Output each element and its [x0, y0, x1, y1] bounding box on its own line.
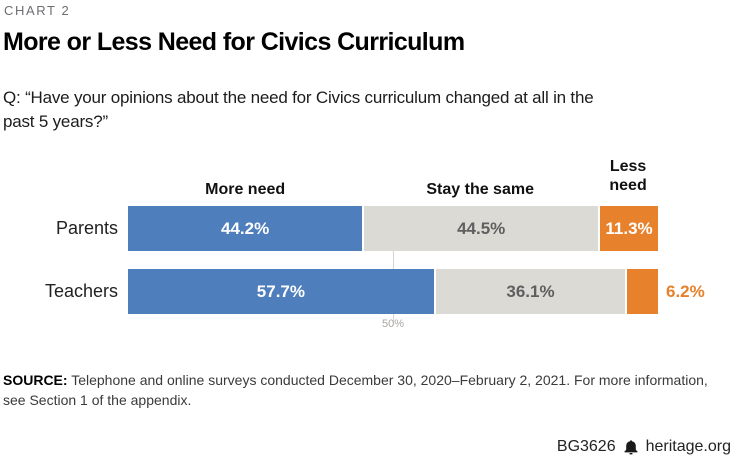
gridline-50 — [393, 206, 394, 322]
footer-report-id: BG3626 — [556, 438, 616, 455]
question-line-1: Q: “Have your opinions about the need fo… — [3, 88, 594, 107]
row-label-parents: Parents — [55, 218, 118, 238]
tick-label-50: 50% — [381, 318, 405, 330]
source-label: SOURCE: — [3, 372, 68, 388]
source-text-line2: see Section 1 of the appendix. — [3, 392, 192, 408]
liberty-bell-icon — [623, 440, 639, 455]
bar-segment-parents-more-need: 44.2% — [128, 206, 363, 251]
bar-segment-teachers-stay-the-same: 36.1% — [433, 269, 626, 314]
source-text-line1: Telephone and online surveys conducted D… — [71, 372, 708, 388]
row-label-teachers: Teachers — [44, 281, 118, 301]
value-label-teachers-less-need: 6.2% — [666, 282, 705, 301]
footer: BG3626 heritage.org — [557, 438, 731, 456]
bar-segment-teachers-less-need — [625, 269, 658, 314]
column-header-less-need: Less need — [609, 158, 647, 194]
footer-site: heritage.org — [645, 438, 731, 455]
chart-number-label: CHART 2 — [4, 3, 71, 18]
bar-row-teachers: 57.7% 36.1% — [128, 269, 658, 314]
bar-segment-parents-less-need: 11.3% — [598, 206, 658, 251]
bar-segment-teachers-more-need: 57.7% — [128, 269, 434, 314]
question-line-2: past 5 years?” — [3, 112, 108, 131]
column-header-more-need: More need — [205, 181, 286, 198]
bar-segment-parents-stay-the-same: 44.5% — [362, 206, 599, 251]
source-note: SOURCE: Telephone and online surveys con… — [3, 370, 727, 410]
column-header-stay-the-same: Stay the same — [426, 181, 534, 198]
question-text: Q: “Have your opinions about the need fo… — [3, 86, 594, 134]
page-title: More or Less Need for Civics Curriculum — [3, 28, 465, 56]
bar-row-parents: 44.2% 44.5% 11.3% — [128, 206, 658, 251]
